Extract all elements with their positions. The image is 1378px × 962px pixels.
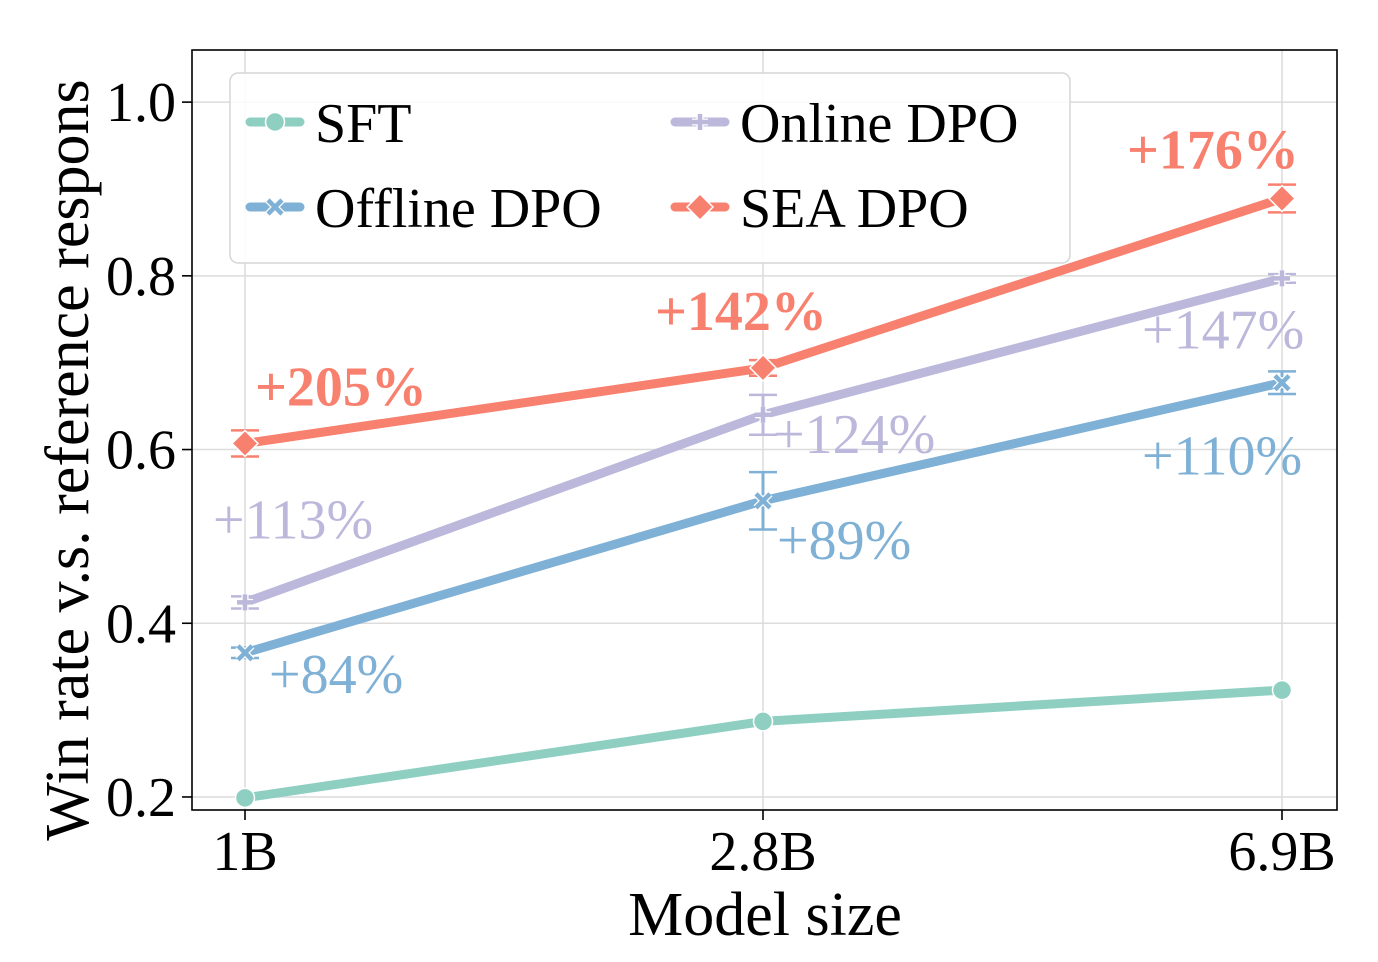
annotation-label: +205% [255,356,427,418]
annotation-label: +113% [213,489,373,551]
legend-marker-diamond [685,192,715,222]
legend-box [229,72,1071,264]
data-point-circle [752,711,774,732]
annotation-label: +110% [1142,426,1302,488]
data-point-diamond [748,353,778,382]
x-axis: 1B 2.8B 6.9B [212,810,1336,883]
y-tick-label: 0.8 [106,246,176,308]
data-point-circle [1271,679,1293,701]
y-axis: 0.2 0.4 0.6 0.8 1.0 [106,72,192,829]
data-point-x [236,644,254,662]
y-tick-label: 0.6 [106,420,176,482]
series-online-dpo: +113% +124% +147% [213,270,1304,611]
legend-item-online-dpo: Online DPO [670,93,1018,155]
series-offline-dpo: +84% +89% +110% [231,370,1302,706]
x-tick-label: 1B [212,821,277,883]
legend-marker-x [266,198,284,216]
legend-label: Online DPO [740,93,1018,155]
legend-label: SFT [315,93,412,155]
annotation-label: +176% [1127,120,1299,182]
legend-marker-plus [692,114,708,130]
data-point-diamond [1267,184,1297,213]
legend-label: Offline DPO [315,178,602,240]
legend-marker-circle [264,111,286,133]
annotation-label: +147% [1142,299,1304,361]
legend-label: SEA DPO [740,178,969,240]
data-point-plus [755,406,771,423]
legend: SFT Offline DPO Online DPO SEA DPO [229,72,1071,264]
y-tick-label: 0.2 [106,767,176,829]
data-point-plus [237,594,253,611]
data-point-circle [234,787,256,809]
y-tick-label: 0.4 [106,593,176,655]
x-axis-title: Model size [628,881,902,949]
x-tick-label: 6.9B [1228,821,1335,883]
y-axis-title: Win rate v.s. reference respons [34,79,102,840]
annotation-label: +84% [269,644,403,706]
plot-frame [191,49,1338,811]
data-point-plus [1274,270,1290,287]
annotation-label: +142% [655,281,827,343]
legend-item-sft: SFT [245,93,412,155]
legend-item-offline-dpo: Offline DPO [245,178,602,240]
data-point-diamond [230,429,260,458]
y-tick-label: 1.0 [106,72,176,134]
data-point-x [754,492,772,510]
series-sft [234,679,1293,809]
x-tick-label: 2.8B [709,821,816,883]
annotation-label: +124% [773,404,935,466]
annotation-label: +89% [777,510,911,572]
data-point-x [1273,374,1291,392]
series-sea-dpo: +205% +142% +176% [230,120,1299,458]
legend-item-sea-dpo: SEA DPO [670,178,969,240]
